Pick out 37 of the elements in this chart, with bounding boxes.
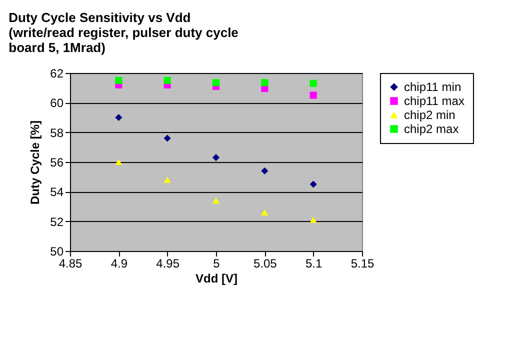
legend-label: chip2 min <box>404 108 456 122</box>
y-tick-label: 56 <box>50 156 64 170</box>
point <box>310 216 317 223</box>
y-tick-label: 60 <box>50 96 64 110</box>
legend-label: chip11 min <box>404 80 462 94</box>
point <box>261 79 268 86</box>
y-tick-label: 58 <box>50 126 64 140</box>
point <box>212 198 220 204</box>
point <box>115 76 122 84</box>
point <box>261 167 268 174</box>
legend-label: chip11 max <box>404 94 464 108</box>
x-tick-label: 5 <box>213 256 220 270</box>
legend-label: chip2 max <box>404 122 459 136</box>
y-tick-label: 50 <box>50 244 64 258</box>
point <box>164 176 171 183</box>
x-tick-label: 4.95 <box>156 256 180 270</box>
point <box>310 80 317 87</box>
y-tick-label: 52 <box>50 214 64 229</box>
chart-title: Duty Cycle Sensitivity vs Vdd (write/read register, pulser duty cycle board 5, 1Mrad) <box>8 10 238 55</box>
point <box>212 79 220 86</box>
point <box>164 134 171 142</box>
x-tick-label: 5.1 <box>305 256 322 270</box>
point <box>115 114 122 122</box>
point <box>164 76 171 84</box>
point <box>261 209 268 216</box>
y-tick-label: 54 <box>50 185 64 200</box>
x-tick-label: 4.85 <box>58 256 82 270</box>
y-axis-title: Duty Cycle [%] <box>28 120 42 205</box>
x-tick-label: 5.15 <box>350 256 374 270</box>
y-tick-label: 62 <box>50 66 64 80</box>
point <box>310 92 317 99</box>
point <box>115 158 122 166</box>
x-axis-title: Vdd [V] <box>196 272 238 286</box>
x-tick-label: 4.9 <box>110 256 128 270</box>
x-tick-label: 5.05 <box>253 256 278 270</box>
point <box>212 154 220 162</box>
point <box>310 180 317 188</box>
